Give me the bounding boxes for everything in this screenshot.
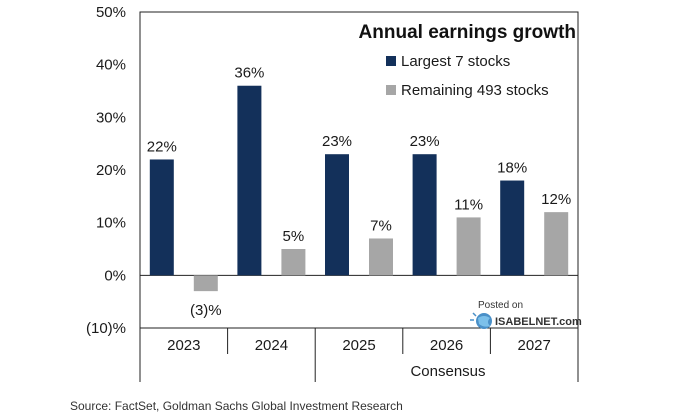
x-axis: 2023 2024 2025 2026 2027 bbox=[167, 337, 551, 354]
legend-label-largest-7: Largest 7 stocks bbox=[401, 53, 510, 70]
bars: 22% (3)% 36% 5% 23% 7% 23% 11% 18% 12% bbox=[147, 65, 571, 319]
bar-remaining-493-2025 bbox=[369, 238, 393, 276]
x-tick-label: 2024 bbox=[255, 337, 288, 354]
legend-swatch-remaining-493 bbox=[386, 85, 396, 95]
data-label: 11% bbox=[454, 196, 483, 213]
bar-largest-7-2023 bbox=[149, 159, 174, 276]
bar-remaining-493-2023 bbox=[193, 275, 218, 292]
legend: Largest 7 stocks Remaining 493 stocks bbox=[386, 53, 549, 99]
y-axis: 50% 40% 30% 20% 10% 0% (10)% bbox=[86, 4, 126, 337]
y-tick-label: 40% bbox=[96, 57, 126, 74]
category-group-label: Consensus bbox=[410, 363, 485, 380]
data-label: 36% bbox=[234, 65, 264, 82]
y-tick-label: 30% bbox=[96, 109, 126, 126]
watermark: Posted on ISABELNET.com bbox=[470, 300, 582, 329]
data-label: 23% bbox=[322, 133, 352, 150]
data-label: 18% bbox=[497, 160, 527, 177]
watermark-line1: Posted on bbox=[478, 300, 523, 311]
x-tick-label: 2025 bbox=[342, 337, 375, 354]
data-label: (3)% bbox=[190, 302, 222, 319]
legend-label-remaining-493: Remaining 493 stocks bbox=[401, 82, 549, 99]
bar-largest-7-2024 bbox=[237, 85, 262, 276]
plot-border bbox=[139, 11, 579, 329]
y-tick-label: 10% bbox=[96, 215, 126, 232]
y-tick-label: 0% bbox=[104, 267, 126, 284]
y-tick-label: (10)% bbox=[86, 320, 126, 337]
data-label: 23% bbox=[410, 133, 440, 150]
x-tick-label: 2027 bbox=[518, 337, 551, 354]
legend-swatch-largest-7 bbox=[386, 56, 396, 66]
data-label: 22% bbox=[147, 138, 177, 155]
x-tick-label: 2026 bbox=[430, 337, 463, 354]
y-tick-label: 50% bbox=[96, 4, 126, 21]
bar-remaining-493-2024 bbox=[281, 249, 306, 276]
data-label: 5% bbox=[283, 228, 305, 245]
data-label: 7% bbox=[370, 217, 392, 234]
x-tick-label: 2023 bbox=[167, 337, 200, 354]
bar-remaining-493-2027 bbox=[544, 212, 569, 276]
bar-largest-7-2026 bbox=[412, 154, 437, 276]
bar-largest-7-2027 bbox=[500, 180, 525, 276]
data-label: 12% bbox=[541, 191, 571, 208]
globe-icon bbox=[470, 312, 492, 329]
bar-remaining-493-2026 bbox=[456, 217, 481, 276]
source-note: Source: FactSet, Goldman Sachs Global In… bbox=[70, 399, 403, 413]
y-tick-label: 20% bbox=[96, 162, 126, 179]
watermark-line2: ISABELNET.com bbox=[495, 316, 582, 328]
bar-largest-7-2025 bbox=[325, 154, 349, 276]
chart-title: Annual earnings growth bbox=[359, 22, 576, 43]
